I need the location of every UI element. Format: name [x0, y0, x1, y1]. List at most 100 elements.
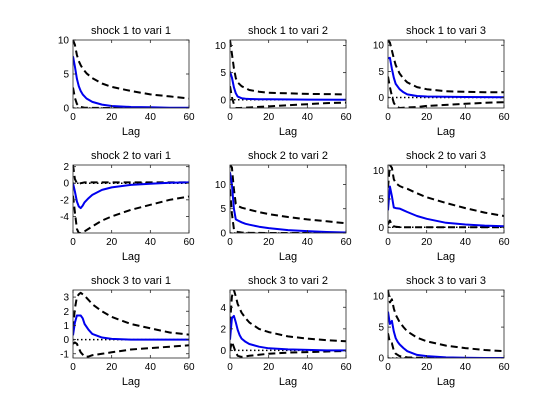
x-tick-label: 60	[340, 112, 352, 123]
x-tick-label: 20	[421, 112, 433, 123]
x-axis-label: Lag	[279, 126, 297, 138]
y-tick-label: 0	[63, 104, 69, 115]
y-tick-label: 0	[63, 179, 69, 190]
y-tick-label: -2	[60, 195, 69, 206]
x-tick-label: 20	[106, 362, 118, 373]
series-line-lower	[388, 219, 504, 229]
x-tick-label: 40	[460, 112, 472, 123]
subplot-title: shock 1 to vari 1	[91, 25, 171, 37]
plot-area	[73, 290, 189, 358]
axes-box	[72, 164, 190, 234]
x-tick-label: 60	[498, 237, 510, 248]
y-tick-label: 2	[220, 324, 226, 335]
series-line-response	[73, 314, 189, 341]
series-line-upper	[230, 40, 346, 96]
x-tick-label: 40	[302, 112, 314, 123]
series-line-upper	[230, 165, 346, 225]
x-tick-label: 0	[227, 362, 233, 373]
y-tick-label: 10	[215, 180, 227, 191]
x-tick-label: 60	[498, 362, 510, 373]
x-tick-label: 20	[421, 362, 433, 373]
y-tick-label: 4	[220, 303, 226, 314]
x-tick-label: 20	[106, 112, 118, 123]
y-tick-label: -1	[60, 349, 69, 360]
y-tick-label: 1	[63, 321, 69, 332]
subplot-1: 0 20 40 60 0 5 10 shock 1 to vari 1 Lag	[58, 25, 195, 138]
x-tick-label: 40	[145, 362, 157, 373]
subplot-4: 0 20 40 60 -4 -2 0 2 shock 2 to vari 1 Lag	[60, 150, 195, 263]
x-tick-label: 0	[227, 237, 233, 248]
y-tick-label: 0	[378, 93, 384, 104]
series-line-upper	[388, 290, 504, 353]
subplot-8: 0 20 40 60 0 2 4 shock 3 to vari 2 Lag	[220, 275, 352, 388]
x-tick-label: 60	[183, 112, 195, 123]
axes-box	[229, 39, 347, 109]
subplot-title: shock 3 to vari 2	[248, 275, 328, 287]
x-tick-label: 40	[145, 112, 157, 123]
x-axis-label: Lag	[437, 376, 455, 388]
x-axis-label: Lag	[279, 376, 297, 388]
x-axis-label: Lag	[279, 251, 297, 263]
x-tick-label: 20	[421, 237, 433, 248]
axes-box	[387, 289, 505, 359]
subplot-9: 0 20 40 60 0 5 10 shock 3 to vari 3 Lag	[373, 275, 510, 388]
series-line-lower	[73, 195, 189, 233]
y-tick-label: 2	[63, 307, 69, 318]
subplot-title: shock 3 to vari 1	[91, 275, 171, 287]
x-tick-label: 0	[70, 112, 76, 123]
subplot-title: shock 1 to vari 2	[248, 25, 328, 37]
subplot-title: shock 2 to vari 1	[91, 150, 171, 162]
x-tick-label: 60	[498, 112, 510, 123]
plot-area	[73, 40, 189, 108]
x-axis-label: Lag	[437, 126, 455, 138]
x-tick-label: 20	[263, 112, 275, 123]
series-line-lower	[73, 341, 189, 358]
axes-box	[229, 289, 347, 359]
y-tick-label: 10	[373, 166, 385, 177]
x-tick-label: 40	[145, 237, 157, 248]
subplot-6: 0 20 40 60 0 5 10 shock 2 to vari 3 Lag	[373, 150, 510, 263]
x-tick-label: 60	[340, 237, 352, 248]
plot-area	[230, 165, 346, 233]
y-tick-label: -4	[60, 212, 69, 223]
x-tick-label: 0	[385, 237, 391, 248]
subplot-title: shock 2 to vari 3	[406, 150, 486, 162]
subplot-title: shock 2 to vari 2	[248, 150, 328, 162]
x-tick-label: 20	[106, 237, 118, 248]
y-tick-label: 10	[373, 292, 385, 303]
series-line-lower	[388, 76, 504, 108]
y-tick-label: 10	[215, 41, 227, 52]
y-tick-label: 3	[63, 293, 69, 304]
series-line-upper	[388, 165, 504, 217]
x-axis-label: Lag	[122, 376, 140, 388]
y-tick-label: 10	[58, 36, 70, 47]
y-tick-label: 0	[220, 229, 226, 240]
series-line-upper	[73, 291, 189, 336]
x-axis-label: Lag	[122, 251, 140, 263]
y-tick-label: 5	[378, 195, 384, 206]
x-tick-label: 0	[385, 362, 391, 373]
series-line-response	[73, 181, 189, 210]
x-axis-label: Lag	[437, 251, 455, 263]
axes-box	[229, 164, 347, 234]
y-tick-label: 0	[378, 223, 384, 234]
subplot-title: shock 3 to vari 3	[406, 275, 486, 287]
y-tick-label: 5	[63, 70, 69, 81]
x-axis-label: Lag	[122, 126, 140, 138]
axes-box	[72, 289, 190, 359]
series-line-response	[388, 185, 504, 228]
y-tick-label: 5	[378, 323, 384, 334]
series-line-upper	[388, 40, 504, 94]
subplot-5: 0 20 40 60 0 5 10 shock 2 to vari 2 Lag	[215, 150, 352, 263]
x-tick-label: 60	[183, 237, 195, 248]
x-tick-label: 0	[227, 112, 233, 123]
subplot-2: 0 20 40 60 0 5 10 shock 1 to vari 2 Lag	[215, 25, 352, 138]
series-line-response	[230, 71, 346, 101]
x-tick-label: 60	[183, 362, 195, 373]
y-tick-label: 0	[63, 335, 69, 346]
x-tick-label: 40	[302, 362, 314, 373]
x-tick-label: 0	[385, 112, 391, 123]
y-tick-label: 5	[220, 204, 226, 215]
